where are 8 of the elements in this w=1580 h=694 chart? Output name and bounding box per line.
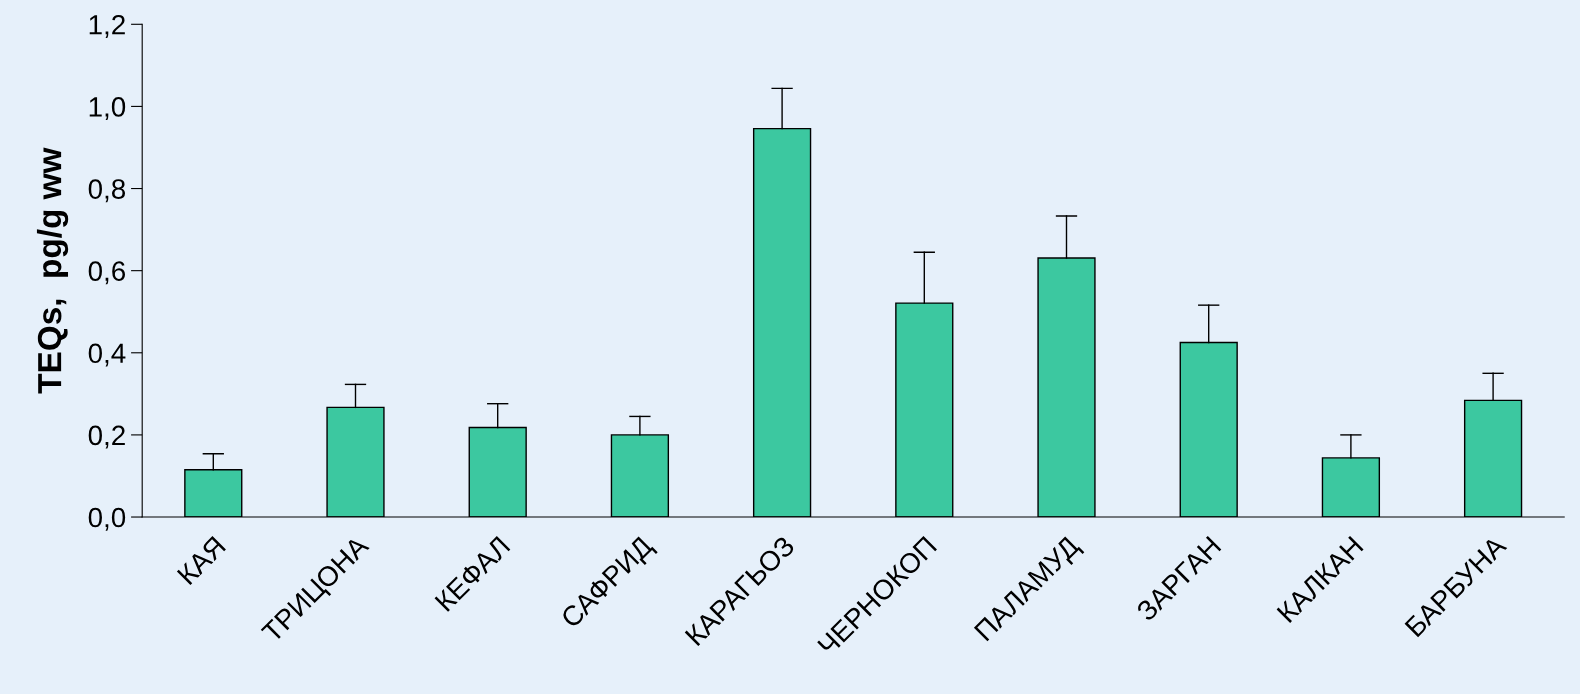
y-tick-label: 0,6: [88, 261, 126, 285]
y-tick-label: 0,4: [88, 343, 126, 367]
y-tick-label: 0,0: [88, 507, 126, 531]
y-axis-title: TEQs, pg/g ww: [36, 147, 69, 394]
y-tick-label: 0,2: [88, 425, 125, 449]
y-tick-label: 1,0: [89, 97, 126, 121]
y-tick-label: 1,2: [89, 14, 125, 38]
y-tick-label: 0,8: [88, 179, 126, 203]
